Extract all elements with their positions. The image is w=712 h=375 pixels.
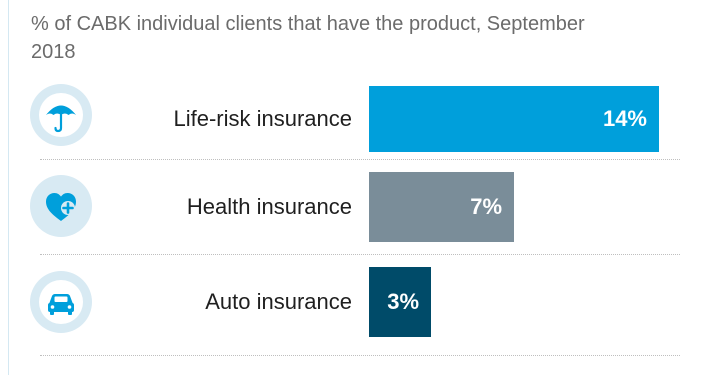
heart-plus-icon xyxy=(30,175,92,237)
bar-value-label: 14% xyxy=(602,106,647,131)
category-label: Life-risk insurance xyxy=(173,106,352,131)
bar: 3% xyxy=(369,267,431,337)
bar: 7% xyxy=(369,172,514,242)
row-divider xyxy=(40,355,680,356)
chart-title: % of CABK individual clients that have t… xyxy=(31,13,585,63)
left-border xyxy=(8,0,9,375)
category-label: Health insurance xyxy=(186,194,352,219)
car-icon xyxy=(30,271,92,333)
row-divider xyxy=(40,159,680,160)
row-divider xyxy=(40,254,680,255)
bar-value-label: 3% xyxy=(387,289,419,314)
bar: 14% xyxy=(369,86,659,152)
bar-value-label: 7% xyxy=(470,194,502,219)
category-label: Auto insurance xyxy=(205,289,352,314)
umbrella-icon xyxy=(30,84,92,146)
